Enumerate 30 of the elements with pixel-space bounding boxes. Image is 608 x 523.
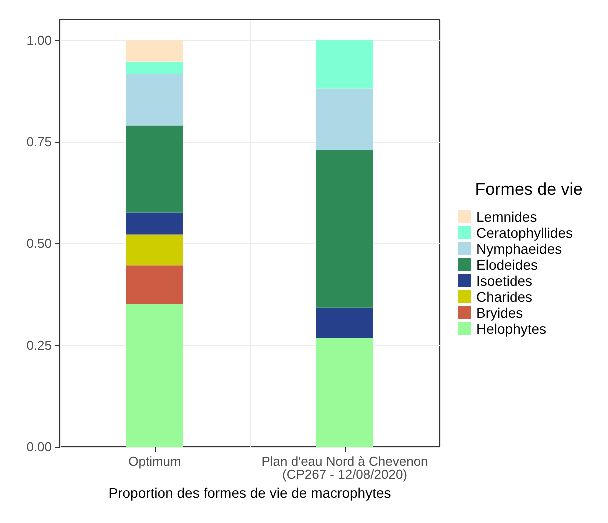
y-tick-label: 0.25 xyxy=(26,338,52,353)
y-tick-label: 0.50 xyxy=(26,236,52,252)
bar xyxy=(126,40,184,62)
legend-label: Isoetides xyxy=(476,273,533,289)
bar xyxy=(316,338,374,447)
bar xyxy=(316,40,374,89)
bar xyxy=(126,126,184,213)
bar xyxy=(126,62,184,74)
bar xyxy=(316,150,374,308)
bar xyxy=(126,212,184,235)
x-tick-label: Plan d'eau Nord à Chevenon (CP267 - 12/08/2020) xyxy=(262,454,428,482)
legend-title: Formes de vie xyxy=(475,180,583,199)
x-tick-label: Optimum xyxy=(128,454,182,469)
bar xyxy=(316,88,374,151)
legend-label: Nymphaeides xyxy=(476,241,562,257)
bar xyxy=(126,266,184,304)
y-tick-label: 0.75 xyxy=(26,134,52,150)
x-axis-title: Proportion des formes de vie de macrophytes xyxy=(108,484,392,501)
bar xyxy=(316,308,374,338)
legend-label: Elodeides xyxy=(476,257,538,273)
y-tick-label: 0.00 xyxy=(26,440,52,454)
legend-label: Lemnides xyxy=(476,209,538,225)
bar xyxy=(126,304,184,447)
y-tick-label: 1.00 xyxy=(26,32,52,48)
legend-label: Bryides xyxy=(476,305,524,321)
bar xyxy=(126,74,184,126)
legend-label: Ceratophyllides xyxy=(476,225,574,241)
bar xyxy=(126,234,184,266)
legend-label: Charides xyxy=(476,289,533,305)
legend-label: Helophytes xyxy=(476,321,547,337)
